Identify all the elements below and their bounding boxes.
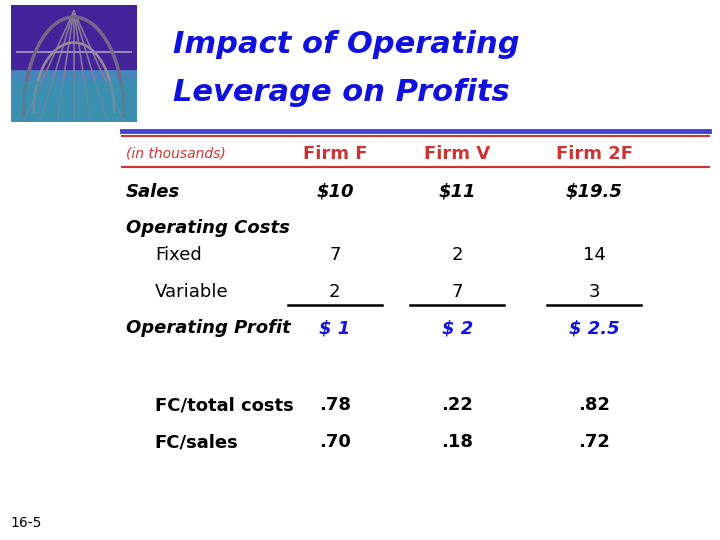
Text: $ 1: $ 1 (319, 319, 351, 338)
Text: .72: .72 (578, 433, 610, 451)
Text: FC/sales: FC/sales (155, 433, 238, 451)
Text: $ 2: $ 2 (441, 319, 473, 338)
Text: .70: .70 (319, 433, 351, 451)
Text: Variable: Variable (155, 282, 228, 301)
Text: $19.5: $19.5 (566, 183, 622, 201)
Text: Firm V: Firm V (424, 145, 490, 163)
Text: Operating Profit: Operating Profit (126, 319, 291, 338)
Text: 3: 3 (588, 282, 600, 301)
Text: 7: 7 (451, 282, 463, 301)
Text: 14: 14 (582, 246, 606, 264)
Text: 2: 2 (451, 246, 463, 264)
Text: .78: .78 (319, 396, 351, 414)
Text: .22: .22 (441, 396, 473, 414)
Text: FC/total costs: FC/total costs (155, 396, 294, 414)
Text: 7: 7 (329, 246, 341, 264)
Text: Fixed: Fixed (155, 246, 202, 264)
Text: $10: $10 (316, 183, 354, 201)
Text: Impact of Operating: Impact of Operating (173, 30, 519, 59)
Text: Firm 2F: Firm 2F (556, 145, 632, 163)
Text: 2: 2 (329, 282, 341, 301)
Text: (in thousands): (in thousands) (126, 147, 226, 161)
Text: $11: $11 (438, 183, 476, 201)
Text: Operating Costs: Operating Costs (126, 219, 290, 238)
Text: Leverage on Profits: Leverage on Profits (173, 78, 510, 107)
Text: .82: .82 (578, 396, 610, 414)
Text: Sales: Sales (126, 183, 180, 201)
Text: $ 2.5: $ 2.5 (569, 319, 619, 338)
Text: .18: .18 (441, 433, 473, 451)
Text: Firm F: Firm F (302, 145, 367, 163)
Text: 16-5: 16-5 (11, 516, 42, 530)
